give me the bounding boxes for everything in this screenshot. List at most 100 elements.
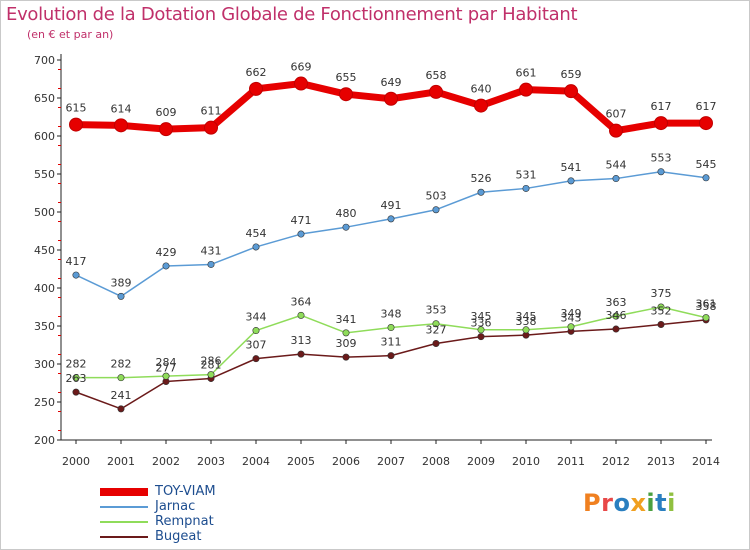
legend-item-jarnac: Jarnac <box>100 499 320 514</box>
data-label: 352 <box>651 304 672 317</box>
data-point <box>477 188 485 196</box>
legend-swatch <box>100 488 148 496</box>
data-label: 526 <box>471 172 492 185</box>
legend-swatch <box>100 521 148 523</box>
data-point <box>477 326 485 334</box>
data-label: 640 <box>471 83 492 96</box>
data-point <box>522 184 530 192</box>
data-point <box>564 84 578 99</box>
y-tick-label: 550 <box>34 168 55 181</box>
data-label: 327 <box>426 323 447 336</box>
chart-title: Evolution de la Dotation Globale de Fonc… <box>6 4 578 25</box>
data-point <box>117 292 125 300</box>
legend-label: Jarnac <box>155 499 196 514</box>
data-point <box>474 98 488 113</box>
x-tick-label: 2012 <box>602 455 630 468</box>
data-point <box>252 243 260 251</box>
data-point <box>654 116 668 131</box>
y-tick-label: 600 <box>34 130 55 143</box>
legend: TOY-VIAM Jarnac Rempnat Bugeat <box>100 484 320 544</box>
data-point <box>207 260 215 268</box>
y-tick-label: 700 <box>34 54 55 67</box>
data-point <box>432 339 440 347</box>
data-label: 346 <box>606 309 627 322</box>
data-point <box>72 388 80 396</box>
data-label: 617 <box>696 100 717 113</box>
data-label: 336 <box>471 317 492 330</box>
data-point <box>519 82 533 97</box>
data-point <box>657 303 665 311</box>
data-label: 607 <box>606 108 627 121</box>
legend-item-bugeat: Bugeat <box>100 529 320 544</box>
data-label: 649 <box>381 76 402 89</box>
logo-letter: P <box>583 489 602 517</box>
logo-letter: t <box>655 489 668 517</box>
data-point <box>297 350 305 358</box>
data-label: 615 <box>66 102 87 115</box>
data-label: 241 <box>111 389 132 402</box>
data-label: 281 <box>201 358 222 371</box>
chart-subtitle: (en € et par an) <box>27 28 114 41</box>
data-label: 361 <box>696 298 717 311</box>
data-label: 345 <box>516 310 537 323</box>
data-label: 311 <box>381 336 402 349</box>
data-label: 480 <box>336 207 357 220</box>
data-label: 471 <box>291 214 312 227</box>
data-point <box>342 223 350 231</box>
x-tick-label: 2001 <box>107 455 135 468</box>
data-point <box>342 353 350 361</box>
data-label: 429 <box>156 246 177 259</box>
x-tick-label: 2008 <box>422 455 450 468</box>
data-point <box>162 372 170 380</box>
y-tick-label: 400 <box>34 282 55 295</box>
data-label: 544 <box>606 159 627 172</box>
data-point <box>294 76 308 91</box>
data-point <box>204 120 218 135</box>
data-point <box>702 174 710 182</box>
data-label: 363 <box>606 296 627 309</box>
logo-letter: i <box>667 489 676 517</box>
data-point <box>252 355 260 363</box>
logo-letter: x <box>630 489 647 517</box>
data-point <box>609 123 623 138</box>
data-label: 358 <box>696 300 717 313</box>
data-point <box>297 311 305 319</box>
logo-letter: o <box>613 489 631 517</box>
data-point <box>117 374 125 382</box>
x-tick-label: 2011 <box>557 455 585 468</box>
data-point <box>612 312 620 320</box>
data-label: 375 <box>651 287 672 300</box>
data-label: 662 <box>246 66 267 79</box>
data-label: 282 <box>111 358 132 371</box>
legend-swatch <box>100 506 148 508</box>
y-tick-label: 450 <box>34 244 55 257</box>
data-label: 353 <box>426 304 447 317</box>
data-point <box>159 122 173 137</box>
data-point <box>567 177 575 185</box>
data-label: 277 <box>156 361 177 374</box>
x-tick-label: 2004 <box>242 455 270 468</box>
data-point <box>72 374 80 382</box>
data-label: 343 <box>561 311 582 324</box>
data-point <box>387 352 395 360</box>
data-label: 348 <box>381 308 402 321</box>
data-label: 454 <box>246 227 267 240</box>
series-line-jarnac <box>75 170 707 298</box>
logo-letter: r <box>601 489 614 517</box>
data-point <box>249 81 263 96</box>
data-label: 669 <box>291 61 312 74</box>
data-point <box>612 325 620 333</box>
y-tick-label: 200 <box>34 434 55 447</box>
data-label: 286 <box>201 355 222 368</box>
proxiti-logo: Proxiti <box>583 489 676 517</box>
data-label: 313 <box>291 334 312 347</box>
data-point <box>429 84 443 99</box>
data-label: 341 <box>336 313 357 326</box>
legend-swatch <box>100 536 148 538</box>
logo-letter: i <box>646 489 656 517</box>
x-tick-label: 2002 <box>152 455 180 468</box>
data-point <box>339 87 353 102</box>
x-tick-label: 2009 <box>467 455 495 468</box>
